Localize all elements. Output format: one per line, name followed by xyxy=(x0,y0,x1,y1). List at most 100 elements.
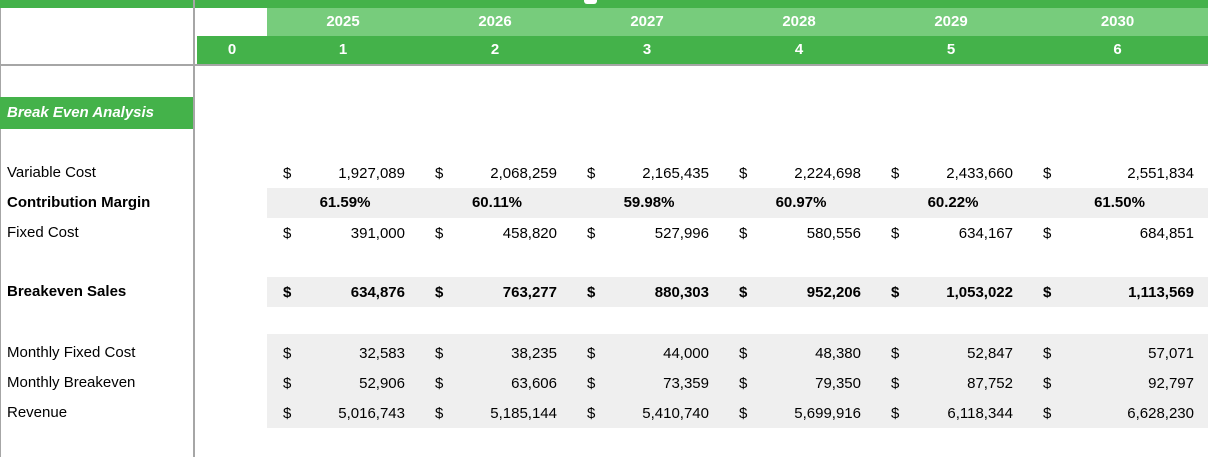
currency-symbol: $ xyxy=(739,374,748,392)
money-cell[interactable]: $52,847 xyxy=(875,338,1027,368)
empty-cell xyxy=(197,368,267,398)
money-cell[interactable]: $57,071 xyxy=(1027,338,1208,368)
year-header-cell[interactable]: 2025 xyxy=(267,8,419,36)
clipped-title-bar xyxy=(0,0,1208,8)
percent-cell[interactable]: 60.11% xyxy=(471,194,523,211)
highlight-stripe-contribution-margin xyxy=(267,188,1208,218)
empty-cell xyxy=(197,277,267,307)
money-cell[interactable]: $63,606 xyxy=(419,368,571,398)
money-cell[interactable]: $952,206 xyxy=(723,277,875,307)
year-header-cell[interactable]: 2030 xyxy=(1027,8,1208,36)
year-header-cell[interactable]: 2028 xyxy=(723,8,875,36)
currency-symbol: $ xyxy=(283,374,292,392)
money-cell[interactable]: $5,699,916 xyxy=(723,398,875,428)
empty-cell xyxy=(197,218,267,248)
currency-symbol: $ xyxy=(283,344,292,362)
money-cell[interactable]: $2,165,435 xyxy=(571,158,723,188)
money-cell[interactable]: $391,000 xyxy=(267,218,419,248)
money-cell[interactable]: $48,380 xyxy=(723,338,875,368)
period-header-cell[interactable]: 5 xyxy=(946,41,956,58)
currency-symbol: $ xyxy=(587,374,596,392)
cell-value: 57,071 xyxy=(1148,344,1194,362)
money-cell[interactable]: $634,876 xyxy=(267,277,419,307)
money-cell[interactable]: $1,927,089 xyxy=(267,158,419,188)
period-header-cell[interactable]: 1 xyxy=(338,41,348,58)
currency-symbol: $ xyxy=(891,164,900,182)
money-cell[interactable]: $527,996 xyxy=(571,218,723,248)
money-cell[interactable]: $44,000 xyxy=(571,338,723,368)
money-cell[interactable]: $5,185,144 xyxy=(419,398,571,428)
year-header-cell[interactable]: 2029 xyxy=(875,8,1027,36)
cell-value: 44,000 xyxy=(663,344,709,362)
percent-cell[interactable]: 60.97% xyxy=(775,194,827,211)
empty-cell xyxy=(197,338,267,368)
period-header-cell[interactable]: 4 xyxy=(794,41,804,58)
row-label-variable-cost[interactable]: Variable Cost xyxy=(7,164,96,181)
empty-cell xyxy=(197,158,267,188)
money-cell[interactable]: $6,628,230 xyxy=(1027,398,1208,428)
percent-cell[interactable]: 60.22% xyxy=(927,194,979,211)
money-cell[interactable]: $1,053,022 xyxy=(875,277,1027,307)
money-cell[interactable]: $763,277 xyxy=(419,277,571,307)
cell-value: 952,206 xyxy=(806,283,861,301)
row-revenue: $5,016,743 $5,185,144 $5,410,740 $5,699,… xyxy=(197,398,1208,428)
money-cell[interactable]: $92,797 xyxy=(1027,368,1208,398)
money-cell[interactable]: $73,359 xyxy=(571,368,723,398)
currency-symbol: $ xyxy=(587,224,596,242)
money-cell[interactable]: $5,410,740 xyxy=(571,398,723,428)
money-cell[interactable]: $1,113,569 xyxy=(1027,277,1208,307)
currency-symbol: $ xyxy=(891,374,900,392)
row-label-monthly-fixed-cost[interactable]: Monthly Fixed Cost xyxy=(7,344,136,361)
money-cell[interactable]: $880,303 xyxy=(571,277,723,307)
period-header-cell[interactable]: 0 xyxy=(227,41,237,58)
period-header-cell[interactable]: 6 xyxy=(1113,41,1122,58)
year-header-cell[interactable]: 2027 xyxy=(571,8,723,36)
cell-value: 1,113,569 xyxy=(1128,283,1194,301)
currency-symbol: $ xyxy=(1043,164,1052,182)
money-cell[interactable]: $458,820 xyxy=(419,218,571,248)
money-cell[interactable]: $6,118,344 xyxy=(875,398,1027,428)
row-label-fixed-cost[interactable]: Fixed Cost xyxy=(7,224,79,241)
empty-cell xyxy=(197,398,267,428)
money-cell[interactable]: $684,851 xyxy=(1027,218,1208,248)
percent-cell[interactable]: 61.59% xyxy=(319,194,371,211)
money-cell[interactable]: $52,906 xyxy=(267,368,419,398)
currency-symbol: $ xyxy=(739,344,748,362)
row-label-revenue[interactable]: Revenue xyxy=(7,404,68,421)
row-label-monthly-breakeven[interactable]: Monthly Breakeven xyxy=(7,374,136,391)
money-cell[interactable]: $79,350 xyxy=(723,368,875,398)
percent-cell[interactable]: 59.98% xyxy=(623,194,675,211)
money-cell[interactable]: $38,235 xyxy=(419,338,571,368)
cell-value: 38,235 xyxy=(511,344,557,362)
cell-value: 32,583 xyxy=(359,344,405,362)
money-cell[interactable]: $2,551,834 xyxy=(1027,158,1208,188)
period-header-cell[interactable]: 3 xyxy=(642,41,652,58)
section-title[interactable]: Break Even Analysis xyxy=(0,97,193,129)
money-cell[interactable]: $580,556 xyxy=(723,218,875,248)
money-cell[interactable]: $32,583 xyxy=(267,338,419,368)
row-monthly-breakeven: $52,906 $63,606 $73,359 $79,350 $87,752 … xyxy=(197,368,1208,398)
money-cell[interactable]: $5,016,743 xyxy=(267,398,419,428)
cell-value: 5,410,740 xyxy=(642,404,709,422)
money-cell[interactable]: $2,068,259 xyxy=(419,158,571,188)
cell-value: 2,165,435 xyxy=(642,164,709,182)
label-column-border xyxy=(193,0,195,457)
row-label-breakeven-sales[interactable]: Breakeven Sales xyxy=(7,283,127,300)
row-monthly-fixed-cost: $32,583 $38,235 $44,000 $48,380 $52,847 … xyxy=(197,338,1208,368)
percent-cell[interactable]: 61.50% xyxy=(1094,194,1145,211)
money-cell[interactable]: $634,167 xyxy=(875,218,1027,248)
cell-value: 2,068,259 xyxy=(490,164,557,182)
money-cell[interactable]: $87,752 xyxy=(875,368,1027,398)
money-cell[interactable]: $2,433,660 xyxy=(875,158,1027,188)
year-header-cell[interactable]: 2026 xyxy=(419,8,571,36)
cell-value: 2,551,834 xyxy=(1127,164,1194,182)
currency-symbol: $ xyxy=(587,283,596,301)
cell-value: 684,851 xyxy=(1139,224,1194,242)
cell-value: 5,699,916 xyxy=(794,404,861,422)
currency-symbol: $ xyxy=(891,283,900,301)
money-cell[interactable]: $2,224,698 xyxy=(723,158,875,188)
period-header-cell[interactable]: 2 xyxy=(490,41,500,58)
row-label-contribution-margin[interactable]: Contribution Margin xyxy=(7,194,151,211)
year-header-row: 2025 2026 2027 2028 2029 2030 xyxy=(197,8,1208,36)
